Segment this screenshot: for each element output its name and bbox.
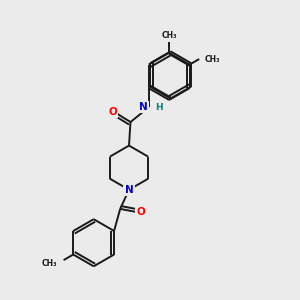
Text: CH₃: CH₃ xyxy=(42,259,57,268)
Text: CH₃: CH₃ xyxy=(205,55,220,64)
Text: N: N xyxy=(124,185,134,195)
Text: O: O xyxy=(108,107,117,117)
Text: CH₃: CH₃ xyxy=(161,31,177,40)
Text: H: H xyxy=(155,103,163,112)
Text: N: N xyxy=(139,102,148,112)
Text: O: O xyxy=(136,207,145,217)
